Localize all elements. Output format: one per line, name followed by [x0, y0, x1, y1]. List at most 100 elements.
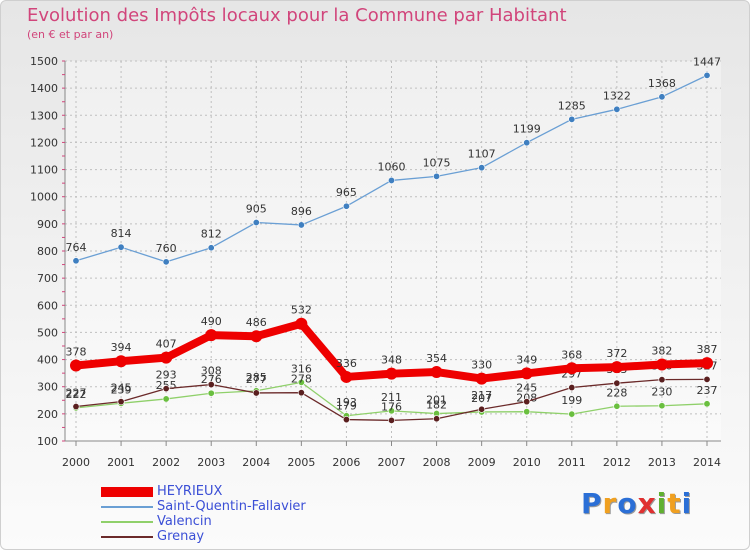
data-point-saint-quentin-fallavier [658, 93, 666, 101]
line-chart: 100 200 300 400 500 600 700 800 900 1000 1100 1200 1… [30, 55, 721, 469]
data-label-saint-quentin-fallavier: 1107 [468, 148, 496, 161]
data-label-valencin: 199 [561, 394, 582, 407]
data-label-saint-quentin-fallavier: 1368 [648, 77, 676, 90]
data-point-valencin [703, 400, 711, 408]
data-label-heyrieux: 407 [156, 338, 177, 351]
x-tick-label: 2007 [378, 456, 406, 469]
data-label-saint-quentin-fallavier: 1285 [558, 99, 586, 112]
data-label-valencin: 239 [111, 383, 132, 396]
data-label-saint-quentin-fallavier: 1075 [423, 156, 451, 169]
data-label-heyrieux: 368 [561, 348, 582, 361]
data-point-heyrieux [565, 362, 578, 375]
data-point-grenay [297, 389, 305, 397]
y-tick-label: 1200 [30, 136, 58, 149]
logo-letter: o [617, 487, 638, 520]
data-point-grenay [433, 415, 441, 423]
data-point-heyrieux [520, 367, 533, 380]
data-point-saint-quentin-fallavier [613, 105, 621, 113]
data-label-heyrieux: 349 [516, 353, 537, 366]
y-tick-label: 1400 [30, 82, 58, 95]
data-label-grenay: 277 [246, 373, 267, 386]
data-point-grenay [523, 398, 531, 406]
data-label-grenay: 245 [516, 382, 537, 395]
data-label-saint-quentin-fallavier: 812 [201, 228, 222, 241]
data-point-heyrieux [701, 357, 713, 370]
data-label-saint-quentin-fallavier: 1060 [378, 160, 406, 173]
data-label-saint-quentin-fallavier: 905 [246, 203, 267, 216]
logo-letter: i [656, 487, 668, 520]
data-label-heyrieux: 486 [246, 316, 267, 329]
y-tick-label: 500 [37, 326, 58, 339]
data-label-valencin: 228 [606, 386, 627, 399]
data-label-valencin: 276 [201, 373, 222, 386]
data-point-heyrieux [115, 355, 128, 368]
data-point-grenay [207, 381, 215, 389]
data-label-valencin: 316 [291, 362, 312, 375]
legend-swatch [101, 536, 153, 538]
data-point-grenay [478, 405, 486, 413]
x-tick-label: 2003 [197, 456, 225, 469]
data-point-heyrieux [205, 329, 218, 342]
x-tick-label: 2010 [513, 456, 541, 469]
data-point-grenay [117, 398, 125, 406]
logo-letter: r [602, 487, 618, 520]
x-tick-label: 2011 [558, 456, 586, 469]
data-point-saint-quentin-fallavier [72, 257, 80, 265]
data-point-heyrieux [430, 366, 443, 379]
data-label-heyrieux: 372 [606, 347, 627, 360]
data-point-saint-quentin-fallavier [387, 176, 395, 184]
data-point-valencin [568, 410, 576, 418]
data-label-grenay: 308 [201, 365, 222, 378]
data-point-valencin [162, 395, 170, 403]
y-tick-label: 1300 [30, 109, 58, 122]
data-point-grenay [613, 379, 621, 387]
data-point-valencin [387, 407, 395, 415]
data-point-saint-quentin-fallavier [342, 202, 350, 210]
data-point-heyrieux [160, 351, 173, 364]
x-tick-label: 2014 [693, 456, 721, 469]
data-label-grenay: 245 [111, 382, 132, 395]
x-tick-label: 2005 [287, 456, 315, 469]
data-label-valencin: 201 [426, 394, 447, 407]
data-label-grenay: 227 [66, 387, 87, 400]
x-tick-label: 2006 [332, 456, 360, 469]
data-point-grenay [252, 389, 260, 397]
data-label-heyrieux: 354 [426, 352, 447, 365]
data-label-saint-quentin-fallavier: 965 [336, 186, 357, 199]
legend-swatch [101, 506, 153, 508]
data-label-valencin: 193 [336, 396, 357, 409]
data-point-heyrieux [295, 317, 308, 330]
data-point-valencin [297, 378, 305, 386]
data-label-grenay: 278 [291, 373, 312, 386]
data-point-saint-quentin-fallavier [162, 258, 170, 266]
legend-label: HEYRIEUX [157, 484, 223, 499]
logo-letter: P [581, 487, 603, 520]
data-point-grenay [658, 376, 666, 384]
data-label-heyrieux: 336 [336, 357, 357, 370]
data-label-grenay: 293 [156, 369, 177, 382]
x-tick-label: 2000 [62, 456, 90, 469]
x-tick-label: 2001 [107, 456, 135, 469]
data-label-saint-quentin-fallavier: 814 [111, 227, 132, 240]
y-tick-label: 1100 [30, 164, 58, 177]
x-tick-label: 2012 [603, 456, 631, 469]
data-label-saint-quentin-fallavier: 760 [156, 242, 177, 255]
data-label-valencin: 285 [246, 371, 267, 384]
data-label-valencin: 237 [697, 384, 718, 397]
data-label-saint-quentin-fallavier: 764 [66, 241, 87, 254]
legend-label: Grenay [157, 529, 205, 544]
data-point-heyrieux [70, 359, 82, 372]
data-label-heyrieux: 394 [111, 341, 132, 354]
legend-label: Saint-Quentin-Fallavier [157, 499, 306, 514]
data-label-grenay: 176 [381, 400, 402, 413]
x-tick-label: 2009 [468, 456, 496, 469]
data-label-saint-quentin-fallavier: 1447 [693, 55, 721, 68]
data-point-valencin [613, 402, 621, 410]
data-label-saint-quentin-fallavier: 896 [291, 205, 312, 218]
data-label-valencin: 222 [66, 388, 87, 401]
data-label-saint-quentin-fallavier: 1199 [513, 123, 541, 136]
y-tick-label: 300 [37, 381, 58, 394]
data-point-grenay [568, 384, 576, 392]
data-point-saint-quentin-fallavier [117, 243, 125, 251]
